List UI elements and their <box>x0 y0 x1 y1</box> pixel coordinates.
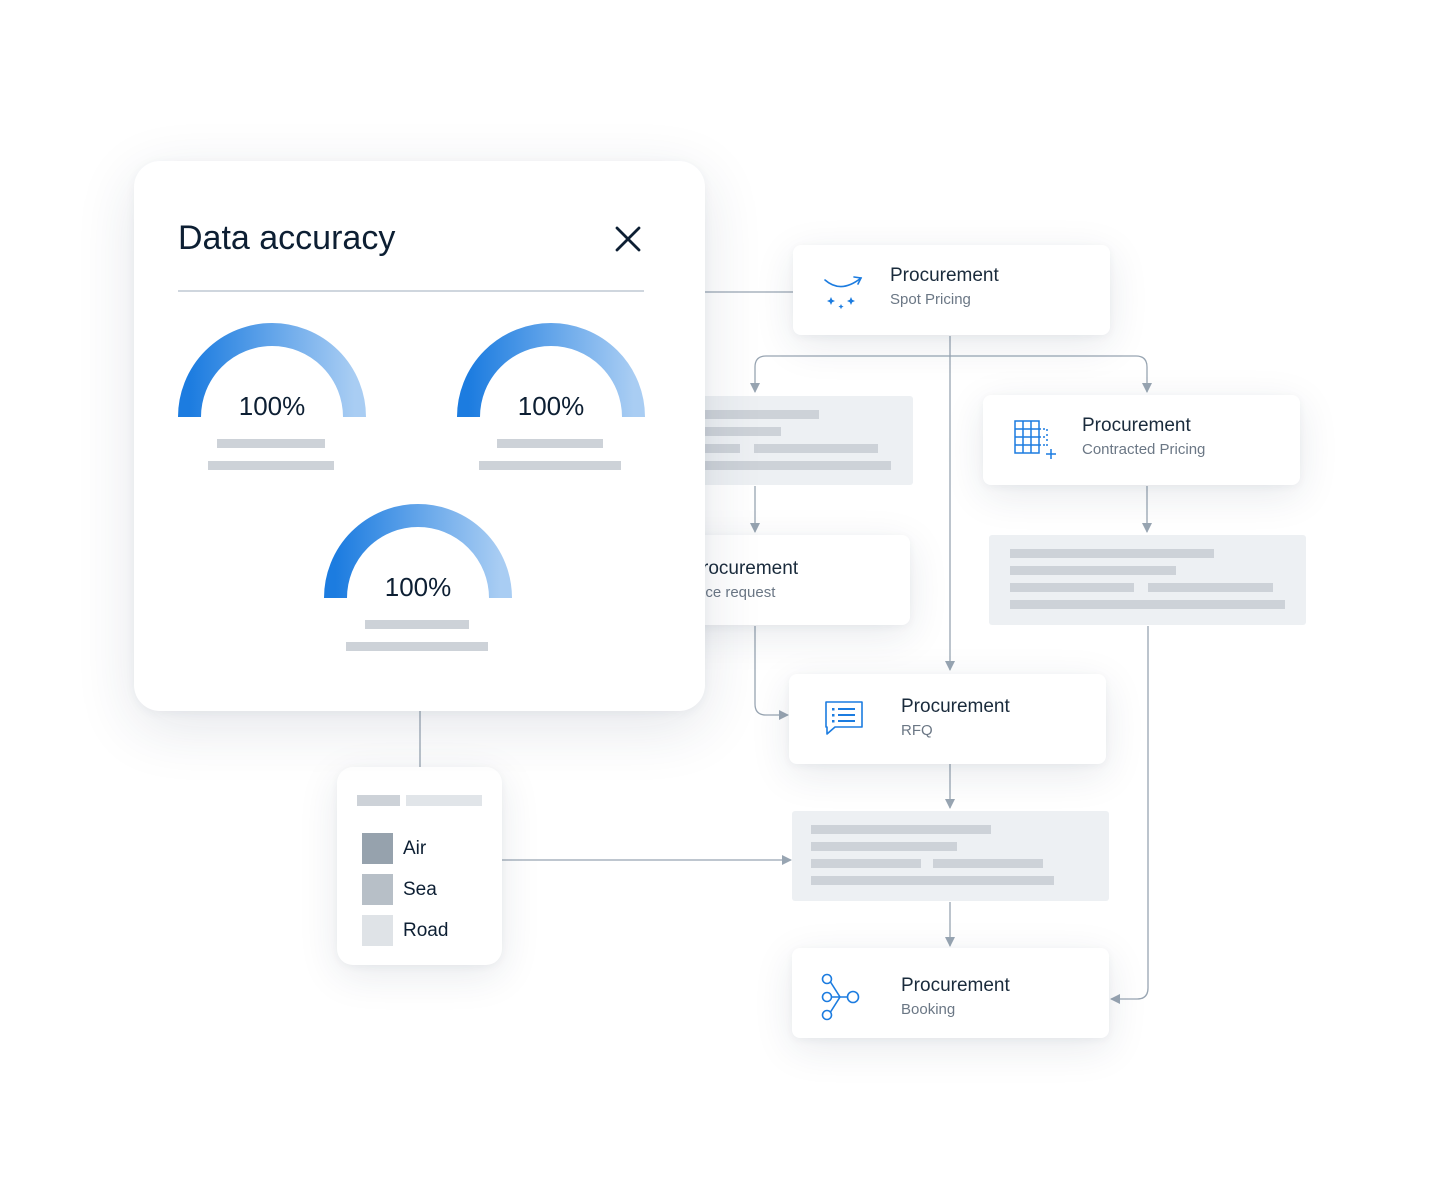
panel-divider <box>178 290 644 292</box>
gauge-2: 100% <box>457 323 645 421</box>
gauge-value: 100% <box>238 391 306 421</box>
legend-label-sea: Sea <box>403 879 437 900</box>
node-booking[interactable]: Procurement Booking <box>792 948 1109 1038</box>
node-title: Procurement <box>901 975 1010 996</box>
panel-title: Data accuracy <box>178 219 396 257</box>
gauge-caption-bar <box>217 439 325 448</box>
gauge-caption-bar <box>365 620 469 629</box>
gauge-value: 100% <box>517 391 585 421</box>
legend-card: Air Sea Road <box>337 767 502 965</box>
gauge-value: 100% <box>384 572 452 602</box>
gauge-caption-bar <box>479 461 621 470</box>
node-spot-pricing[interactable]: Procurement Spot Pricing <box>793 245 1110 335</box>
legend-placeholder-bar <box>357 795 400 806</box>
legend-swatch-sea <box>362 874 393 905</box>
gauge-1: 100% <box>178 323 366 421</box>
node-rfq[interactable]: Procurement RFQ <box>789 674 1106 764</box>
placeholder-block-3 <box>792 811 1109 901</box>
legend-label-road: Road <box>403 920 449 941</box>
node-subtitle: ice request <box>702 584 776 601</box>
gauge-3: 100% <box>324 504 512 602</box>
gauge-caption-bar <box>208 461 334 470</box>
gauge-arc <box>457 323 645 418</box>
spot-pricing-icon <box>824 276 863 310</box>
data-accuracy-panel: Data accuracy 100% 100% 100% <box>134 161 705 711</box>
node-title: Procurement <box>901 696 1010 717</box>
node-subtitle: Contracted Pricing <box>1082 441 1206 458</box>
node-subtitle: RFQ <box>901 722 933 739</box>
grid-add-icon <box>1014 420 1056 459</box>
close-icon[interactable] <box>612 223 644 255</box>
node-title: rocurement <box>702 558 799 579</box>
branch-nodes-icon <box>821 973 860 1021</box>
node-title: Procurement <box>890 265 999 286</box>
gauge-caption-bar <box>346 642 488 651</box>
legend-swatch-road <box>362 915 393 946</box>
gauge-caption-bar <box>497 439 603 448</box>
legend-swatch-air <box>362 833 393 864</box>
gauge-arc <box>178 323 366 418</box>
gauge-arc <box>324 504 512 599</box>
node-contracted-pricing[interactable]: Procurement Contracted Pricing <box>983 395 1300 485</box>
legend-placeholder-bar <box>406 795 482 806</box>
node-subtitle: Booking <box>901 1001 956 1018</box>
legend-label-air: Air <box>403 838 427 859</box>
node-subtitle: Spot Pricing <box>890 291 971 308</box>
placeholder-block-1 <box>700 396 913 485</box>
chat-list-icon <box>825 701 863 735</box>
node-title: Procurement <box>1082 415 1191 436</box>
placeholder-block-2 <box>989 535 1306 625</box>
